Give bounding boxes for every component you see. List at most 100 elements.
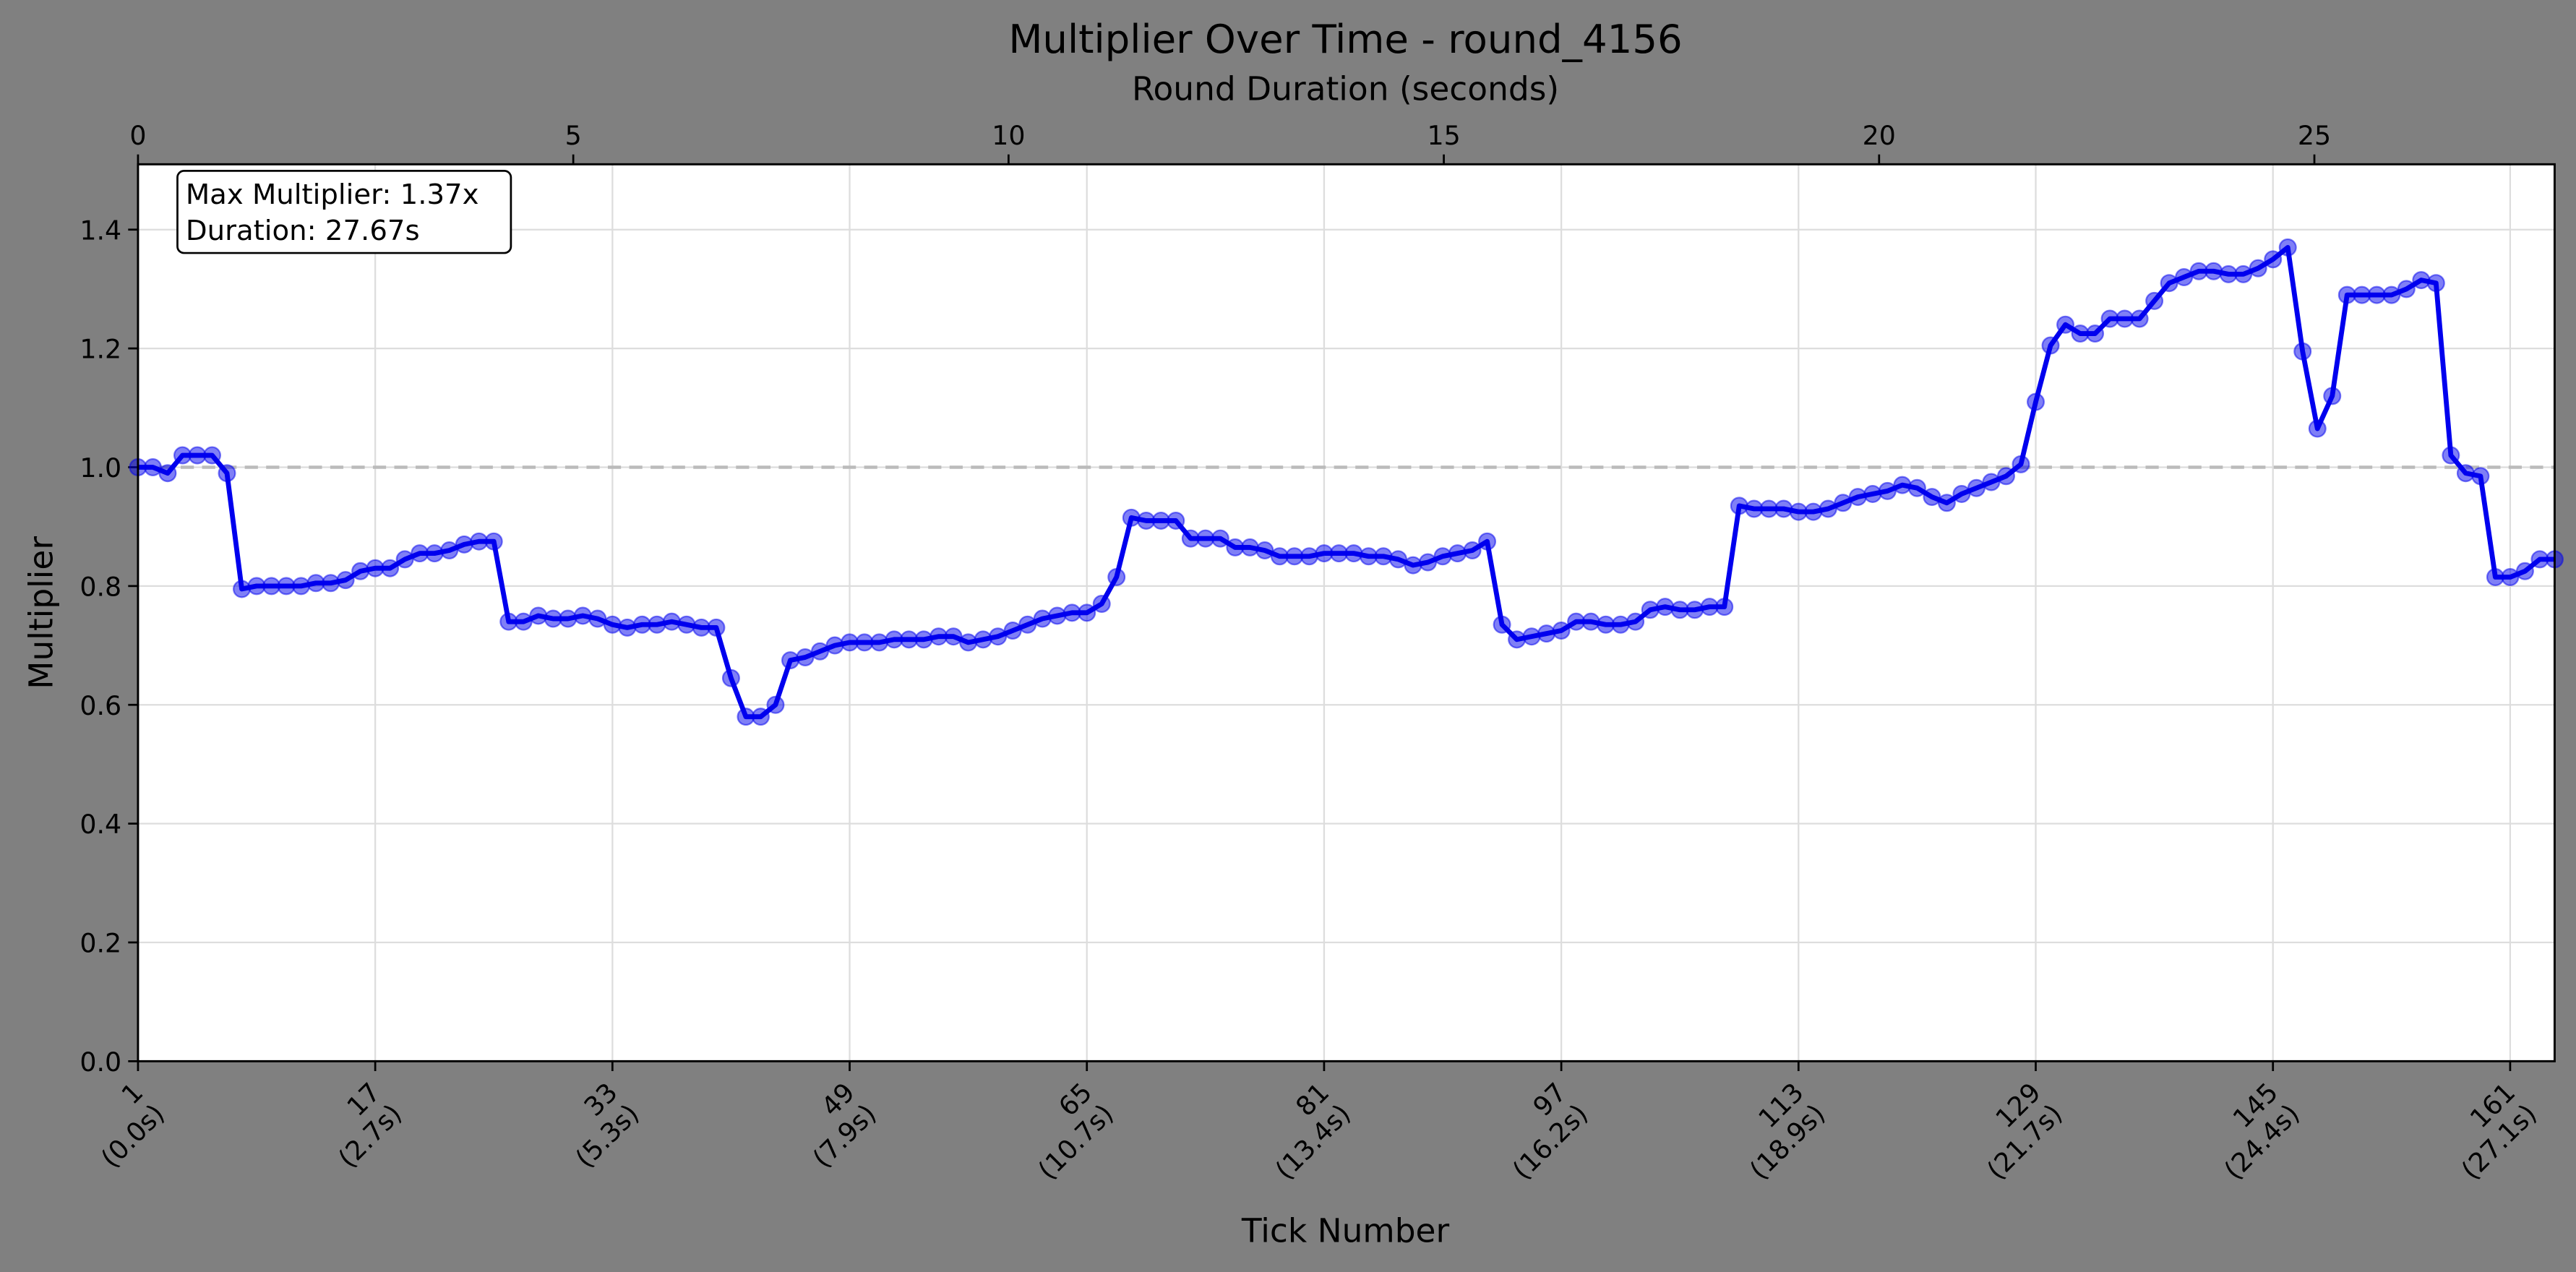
data-point <box>2204 262 2223 280</box>
data-point <box>1996 467 2015 486</box>
data-point <box>1344 544 1363 563</box>
data-point <box>677 615 696 634</box>
data-point <box>2234 265 2253 283</box>
data-point <box>1419 553 1438 572</box>
data-point <box>1834 494 1852 512</box>
data-point <box>1863 484 1882 503</box>
data-point <box>1478 532 1497 551</box>
data-point <box>1181 529 1200 548</box>
data-point <box>989 627 1008 646</box>
data-point <box>411 544 429 563</box>
data-point <box>1937 494 1956 512</box>
data-point <box>306 574 325 593</box>
data-point <box>707 618 726 637</box>
data-point <box>648 615 666 634</box>
data-point <box>914 630 933 649</box>
data-point <box>929 627 948 646</box>
data-point <box>455 535 473 554</box>
data-point <box>1730 497 1748 515</box>
data-point <box>751 708 770 726</box>
data-point <box>2027 392 2045 411</box>
x2-axis-label: Round Duration (seconds) <box>1132 70 1559 108</box>
data-point <box>796 648 815 666</box>
data-point <box>2100 309 2119 328</box>
data-point <box>2175 267 2194 286</box>
data-point <box>1211 529 1229 548</box>
data-point <box>900 630 919 649</box>
data-point <box>1167 511 1185 530</box>
data-point <box>1656 598 1675 616</box>
data-point <box>1952 484 1971 503</box>
data-point <box>1878 481 1897 500</box>
data-point <box>173 446 192 465</box>
plot-frame <box>137 163 2556 1062</box>
data-point <box>2323 387 2342 405</box>
data-point <box>188 446 207 465</box>
data-point <box>2012 455 2030 473</box>
data-point <box>366 559 385 577</box>
data-point <box>1388 550 1407 569</box>
data-point <box>825 636 844 655</box>
y-tick-label: 0.0 <box>80 1047 121 1078</box>
data-point <box>1893 476 1912 494</box>
data-point <box>573 606 592 625</box>
data-point <box>2116 309 2134 328</box>
data-point <box>1804 502 1823 521</box>
data-point <box>2041 336 2060 355</box>
data-point <box>1285 547 1304 566</box>
chart-title: Multiplier Over Time - round_4156 <box>1008 16 1682 62</box>
data-point <box>1048 606 1067 625</box>
data-point <box>1033 609 1052 628</box>
data-point <box>440 541 459 560</box>
data-point <box>1581 612 1600 631</box>
x2-tick-label: 25 <box>2298 120 2331 151</box>
data-point <box>544 609 562 628</box>
data-point <box>766 695 785 714</box>
data-point <box>2382 285 2401 304</box>
data-point <box>262 577 281 596</box>
data-point <box>1078 603 1096 622</box>
data-point <box>1907 478 1926 497</box>
data-point <box>1107 568 1126 587</box>
data-point <box>2130 309 2149 328</box>
data-point <box>1967 478 1985 497</box>
y-axis-label: Multiplier <box>22 536 61 689</box>
data-point <box>1819 499 1837 518</box>
data-point <box>1982 473 2001 491</box>
y-tick-label: 1.2 <box>80 334 121 365</box>
x2-tick-label: 15 <box>1427 120 1460 151</box>
data-point <box>1062 603 1081 622</box>
data-point <box>1448 544 1467 563</box>
y-tick-label: 1.0 <box>80 452 121 484</box>
data-point <box>1018 615 1037 634</box>
data-point <box>1641 601 1660 619</box>
data-point <box>1003 621 1022 640</box>
data-point <box>870 633 889 652</box>
data-point <box>1122 508 1141 527</box>
data-point <box>1597 615 1615 634</box>
data-point <box>1463 541 1482 560</box>
data-point <box>1715 598 1734 616</box>
data-point <box>1315 544 1334 563</box>
data-point <box>2367 285 2386 304</box>
data-point <box>1670 601 1689 619</box>
data-point <box>351 562 370 580</box>
data-point <box>158 464 177 483</box>
data-point <box>885 630 903 649</box>
data-point <box>2086 325 2105 343</box>
data-point <box>1404 556 1422 575</box>
data-point <box>484 532 503 551</box>
data-point <box>2456 464 2475 483</box>
data-point <box>1374 547 1393 566</box>
data-point <box>1774 499 1793 518</box>
data-point <box>692 618 710 637</box>
data-point <box>781 651 799 670</box>
data-point <box>632 615 651 634</box>
data-point <box>855 633 874 652</box>
data-point <box>559 609 578 628</box>
data-point <box>277 577 296 596</box>
data-point <box>2308 419 2327 438</box>
data-point <box>143 457 162 476</box>
data-point <box>202 446 221 465</box>
